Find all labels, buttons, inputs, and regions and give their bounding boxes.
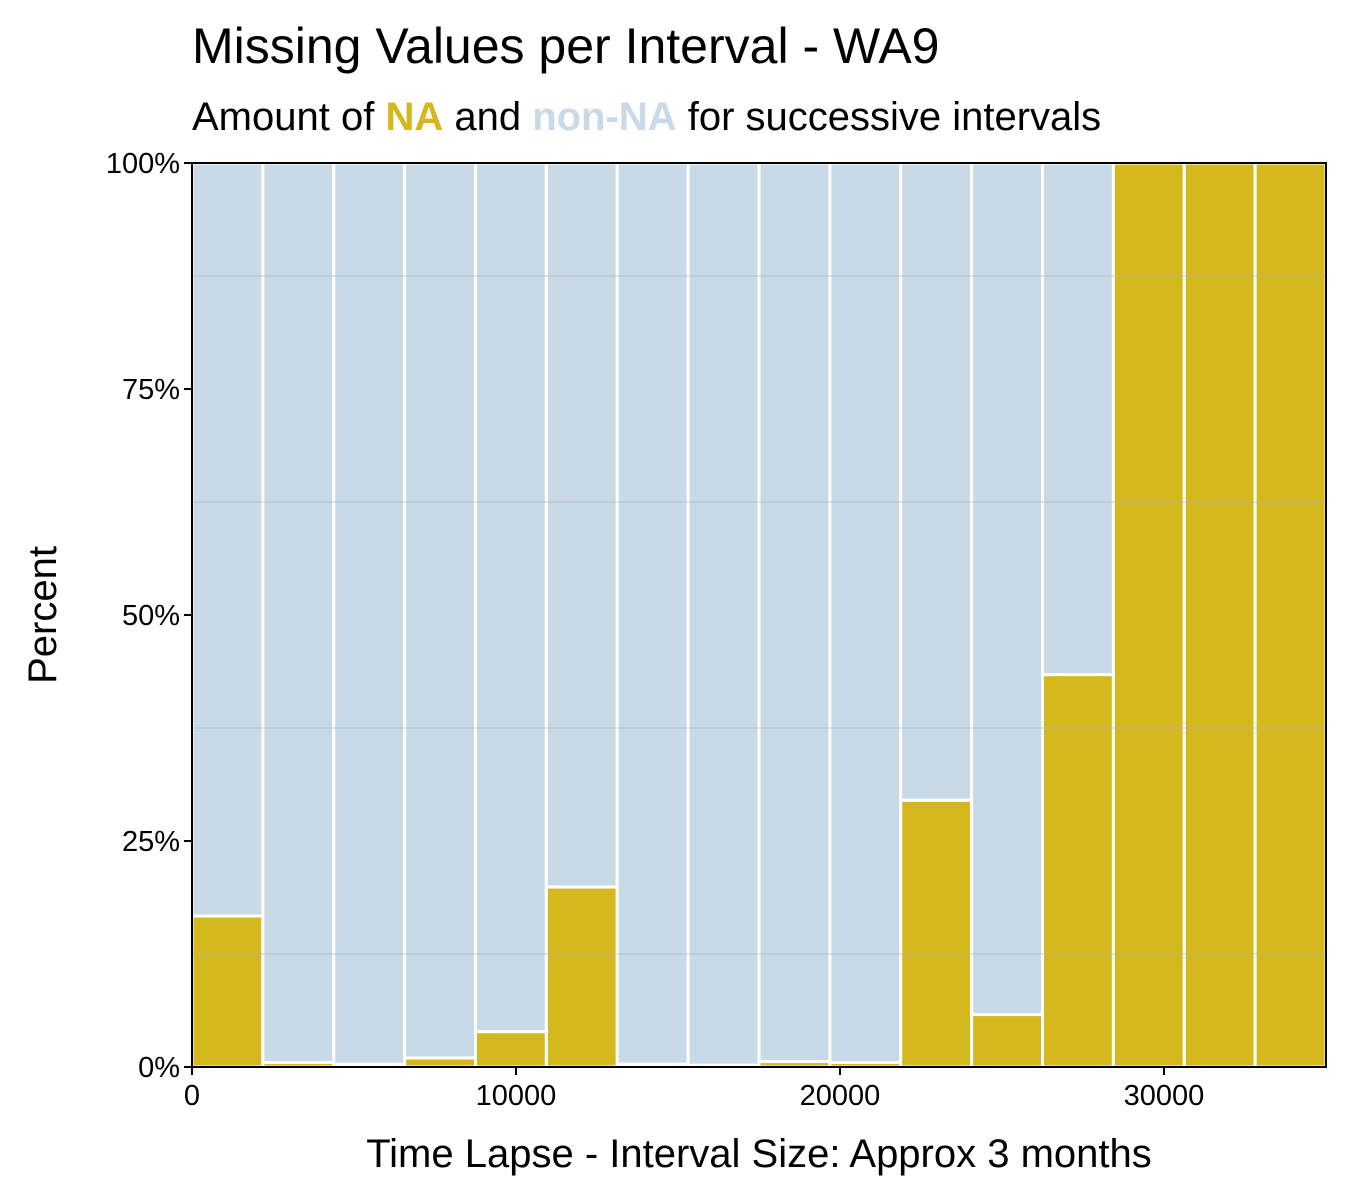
x-axis: 0 10000 20000 30000 [184,1067,1204,1112]
bar-non-na-10 [828,161,903,1064]
subtitle-middle: and [443,95,532,139]
bar-na-15 [1182,161,1257,1069]
bar-non-na-12 [970,161,1044,1017]
bar-non-na-1 [190,161,265,918]
bar-non-na-8 [686,161,761,1067]
y-tick-label-2: 25% [122,826,180,858]
bar-na-5 [474,1030,548,1069]
bar-non-na-9 [757,161,832,1064]
gridline-overlay [192,275,1326,955]
bar-non-na-2 [261,161,336,1064]
bar-non-na-5 [474,161,548,1034]
y-tick-label-5: 100% [106,148,180,180]
subtitle-prefix: Amount of [192,95,385,139]
subtitle-non-na-word: non-NA [532,95,676,139]
y-axis: 0% 25% 50% 75% 100% [106,148,192,1084]
bar-non-na-3 [332,161,407,1066]
bar-non-na-4 [403,161,477,1060]
bar-na-13 [1041,673,1115,1069]
bar-na-14 [1111,161,1186,1069]
y-axis-title: Percent [21,546,65,684]
bar-na-1 [190,914,265,1069]
x-tick-label-2: 10000 [476,1080,557,1112]
y-tick-label-3: 50% [122,600,180,632]
y-tick-label-1: 0% [138,1052,180,1084]
x-tick-label-3: 20000 [800,1080,881,1112]
bar-non-na-13 [1041,161,1115,677]
bar-na-12 [970,1013,1044,1069]
bar-na-11 [899,798,974,1069]
bar-na-4 [403,1056,477,1069]
x-tick-label-1: 0 [184,1080,200,1112]
x-axis-title: Time Lapse - Interval Size: Approx 3 mon… [366,1132,1152,1176]
subtitle-na-word: NA [385,95,443,139]
bar-na-6 [544,885,619,1069]
subtitle-suffix: for successive intervals [677,95,1102,139]
bars [190,161,1328,1069]
bar-na-16 [1253,161,1328,1069]
y-tick-label-4: 75% [122,374,180,406]
chart-title: Missing Values per Interval - WA9 [192,18,940,74]
x-tick-label-4: 30000 [1124,1080,1205,1112]
chart-subtitle: Amount of NA and non-NA for successive i… [192,95,1101,139]
bar-non-na-11 [899,161,974,802]
bar-non-na-6 [544,161,619,889]
bar-non-na-7 [615,161,690,1066]
